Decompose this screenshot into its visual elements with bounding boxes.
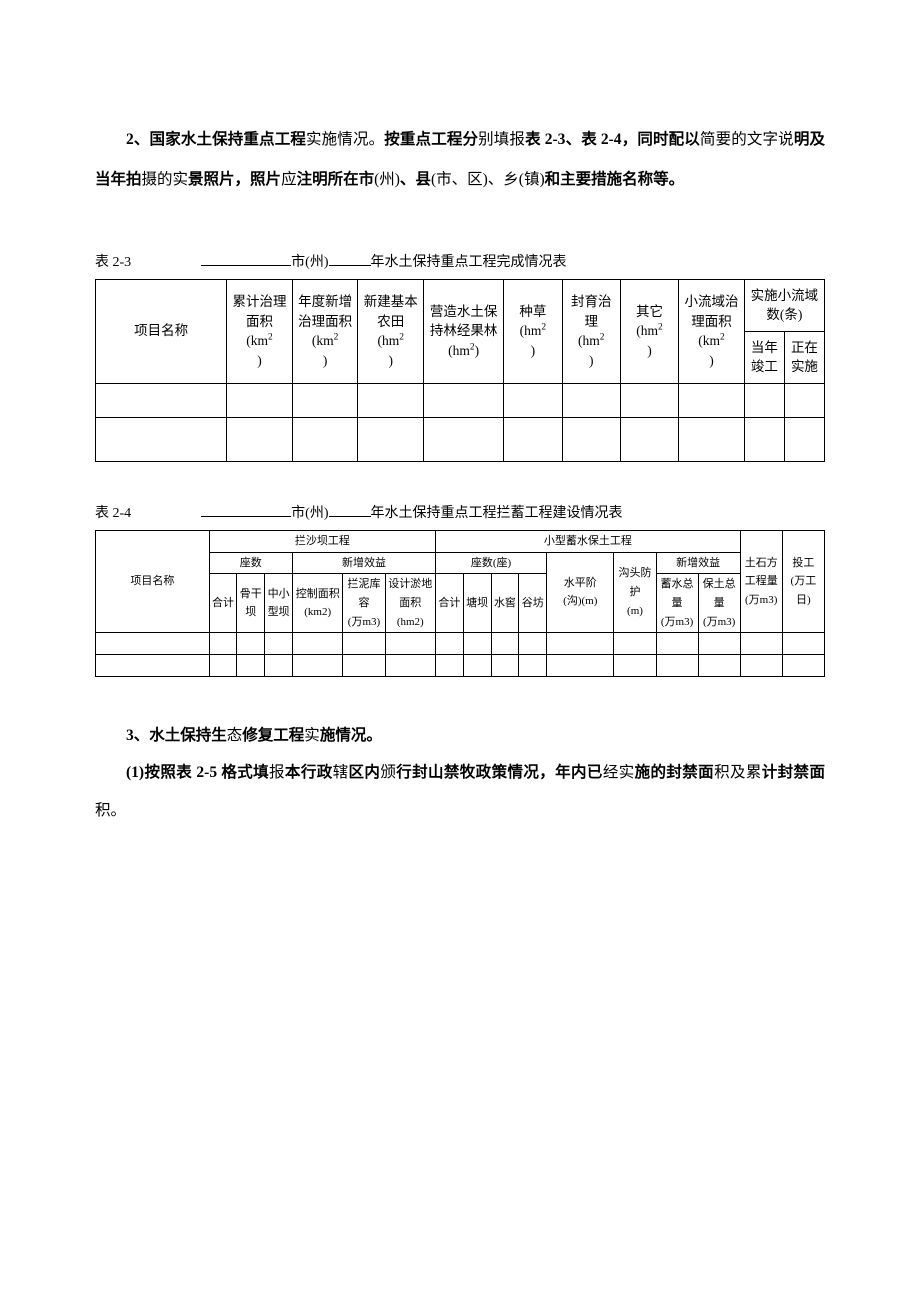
- col-shuijiao: 水窖: [491, 574, 519, 633]
- col-goutou: 沟头防护(m): [614, 552, 656, 633]
- col-forest: 营造水土保持林经果林(hm2): [424, 279, 504, 383]
- col-xiaoxing: 小型蓄水保土工程: [436, 530, 741, 552]
- table-row: [96, 417, 825, 461]
- col-tushi: 土石方工程量(万m3): [740, 530, 782, 632]
- intro-bold-1: 2、国家水土保持重点工程: [126, 131, 306, 148]
- intro-paragraph: 2、国家水土保持重点工程实施情况。按重点工程分别填报表 2-3、表 2-4，同时…: [95, 120, 825, 201]
- col-baotu: 保土总量(万m3): [698, 574, 740, 633]
- table-row: [96, 655, 825, 677]
- col-sheji: 设计淤地面积(hm2): [385, 574, 436, 633]
- col-grass: 种草(hm2): [504, 279, 562, 383]
- col-xinzeng-1: 新增效益: [292, 552, 435, 574]
- blank-year-2: [329, 503, 371, 517]
- table2-caption: 表 2-4 市(州) 年水土保持重点工程拦蓄工程建设情况表: [95, 502, 825, 522]
- col-zuo: 座数: [209, 552, 292, 574]
- col-kongzhi: 控制面积(km2): [292, 574, 343, 633]
- col-enclosure: 封育治理(hm2): [562, 279, 620, 383]
- blank-city-2: [201, 503, 291, 517]
- col-shuiping: 水平阶(沟)(m): [547, 552, 614, 633]
- col-annual: 年度新增治理面积(km2): [292, 279, 358, 383]
- col-other: 其它(hm2): [620, 279, 678, 383]
- table-2-3: 项目名称 累计治理面积(km2) 年度新增治理面积(km2) 新建基本农田(hm…: [95, 279, 825, 462]
- col-tangba: 塘坝: [463, 574, 491, 633]
- col-watershed-area: 小流域治理面积(km2): [679, 279, 745, 383]
- col-project-name-2: 项目名称: [96, 530, 210, 632]
- col-completed: 当年竣工: [744, 331, 784, 383]
- table1-caption: 表 2-3 市(州) 年水土保持重点工程完成情况表: [95, 251, 825, 271]
- table1-suffix: 年水土保持重点工程完成情况表: [371, 251, 567, 271]
- col-cumulative: 累计治理面积(km2): [227, 279, 293, 383]
- col-lanni: 拦泥库容(万m3): [343, 574, 385, 633]
- col-xushui: 蓄水总量(万m3): [656, 574, 698, 633]
- outro-paragraph: 3、水土保持生态修复工程实施情况。 (1)按照表 2-5 格式填报本行政辖区内颁…: [95, 717, 825, 829]
- col-gufang: 谷坊: [519, 574, 547, 633]
- table2-label: 表 2-4: [95, 502, 131, 522]
- col-project-name: 项目名称: [96, 279, 227, 383]
- col-heji-2: 合计: [436, 574, 464, 633]
- table-2-4: 项目名称 拦沙坝工程 小型蓄水保土工程 土石方工程量(万m3) 投工(万工日) …: [95, 530, 825, 677]
- col-heji-1: 合计: [209, 574, 237, 633]
- table1-label: 表 2-3: [95, 251, 131, 271]
- col-farmland: 新建基本农田(hm2): [358, 279, 424, 383]
- col-lansha: 拦沙坝工程: [209, 530, 435, 552]
- col-zuozuo: 座数(座): [436, 552, 547, 574]
- col-watershed-count: 实施小流域数(条): [744, 279, 824, 331]
- col-tougong: 投工(万工日): [782, 530, 824, 632]
- col-xinzeng-2: 新增效益: [656, 552, 740, 574]
- col-gugan: 骨干坝: [237, 574, 265, 633]
- blank-year-1: [329, 252, 371, 266]
- col-ongoing: 正在实施: [784, 331, 824, 383]
- blank-city-1: [201, 252, 291, 266]
- table2-suffix: 年水土保持重点工程拦蓄工程建设情况表: [371, 502, 623, 522]
- table-row: [96, 633, 825, 655]
- table-row: [96, 383, 825, 417]
- col-zhongxiao: 中小型坝: [265, 574, 293, 633]
